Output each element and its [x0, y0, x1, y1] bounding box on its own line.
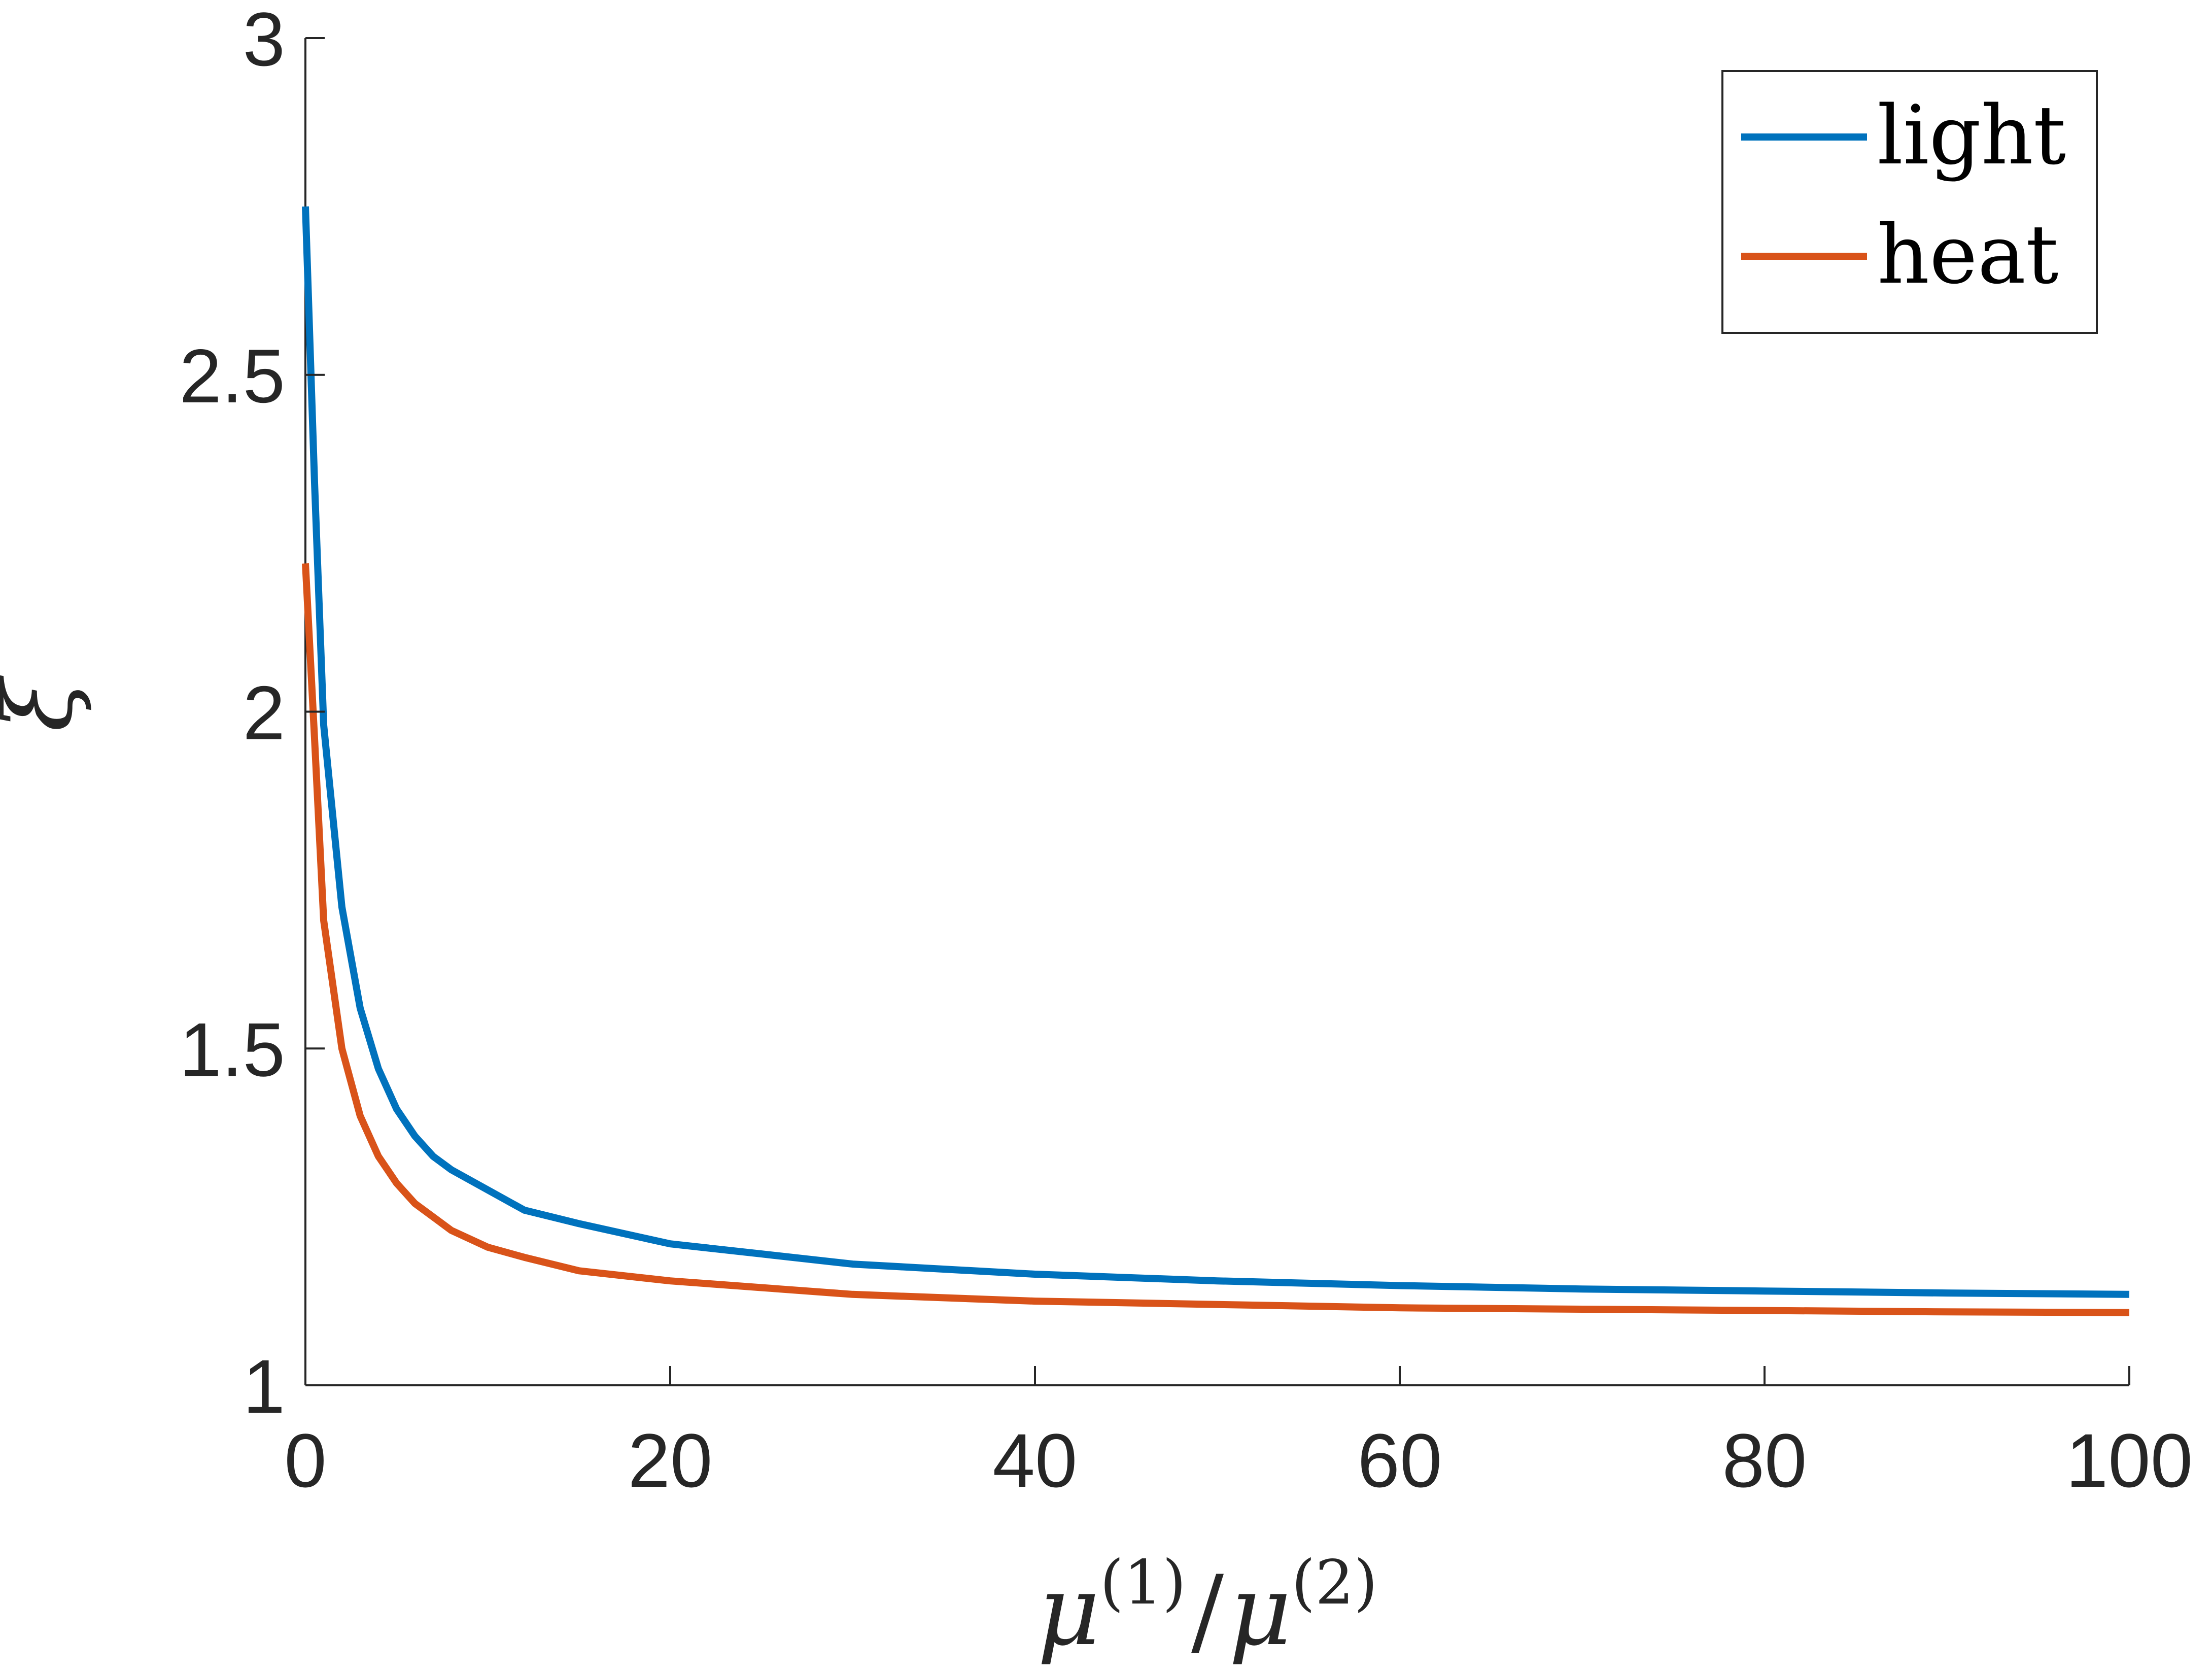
x-axis-label: μ(1)/μ(2)	[1038, 1548, 1378, 1667]
x-ticks: 0 20 40 60 80 100	[284, 1366, 2193, 1503]
y-tick-label: 1.5	[179, 1007, 285, 1092]
legend-label-heat: heat	[1877, 207, 2058, 302]
x-tick-label: 100	[2066, 1418, 2193, 1503]
x-label-sup2: (2)	[1291, 1548, 1377, 1618]
x-tick-label: 40	[993, 1418, 1078, 1503]
x-label-sep: /	[1191, 1555, 1224, 1667]
y-tick-label: 2.5	[179, 333, 285, 419]
x-tick-label: 60	[1358, 1418, 1442, 1503]
series-lines	[302, 206, 2130, 1316]
y-axis-label: ξ	[0, 674, 94, 732]
series-line-heat	[302, 563, 2130, 1316]
legend: light heat	[1721, 70, 2098, 334]
y-ticks: 1 1.5 2 2.5 3	[179, 0, 325, 1429]
series-line-light	[302, 206, 2130, 1298]
x-tick-label: 0	[284, 1418, 326, 1503]
x-tick-label: 20	[628, 1418, 713, 1503]
x-label-base: μ	[1038, 1555, 1100, 1667]
y-tick-label: 3	[243, 0, 285, 82]
y-tick-label: 2	[243, 670, 285, 756]
x-label-sup1: (1)	[1100, 1548, 1186, 1618]
legend-box	[1721, 70, 2098, 334]
legend-label-light: light	[1877, 88, 2066, 183]
y-tick-label: 1	[243, 1344, 285, 1429]
x-label-base2: μ	[1229, 1555, 1291, 1667]
x-tick-label: 80	[1722, 1418, 1807, 1503]
